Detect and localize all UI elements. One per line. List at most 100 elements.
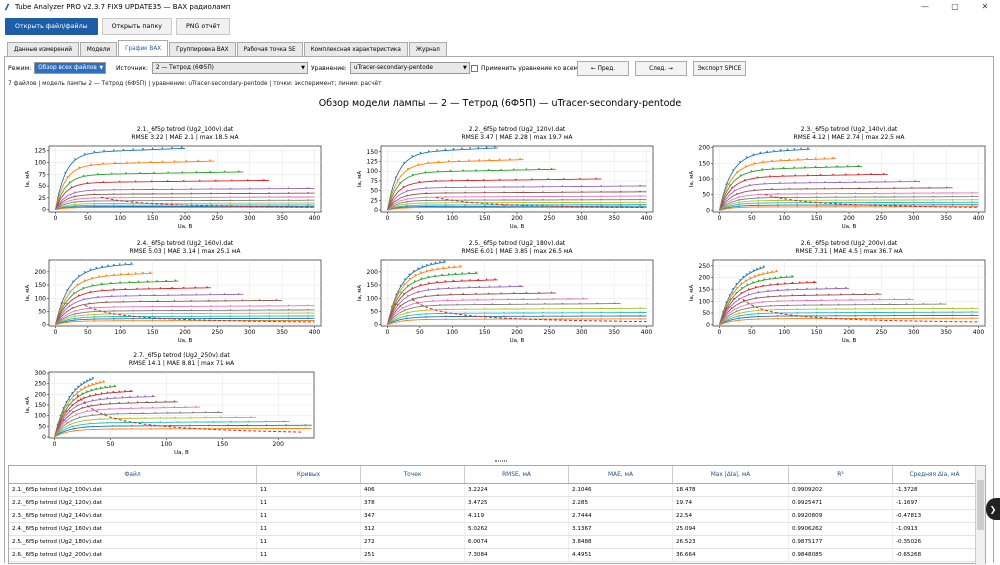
table-cell: 7.3084 [465, 549, 569, 561]
tab-measurement-data[interactable]: Данные измерений [7, 42, 79, 56]
open-files-button[interactable]: Открыть файл/файлы [5, 17, 98, 35]
data-point [151, 192, 154, 195]
table-row[interactable]: 2.3._6f5p tetrod (Ug2_140v).dat 11 347 4.11… [9, 510, 985, 523]
table-header: Файл Кривых Точек RMSE, мА MAE, мА Max |ΔIa|,… [9, 466, 985, 484]
data-point [112, 273, 115, 276]
tab-se-operating-point[interactable]: Рабочая точка SE [236, 42, 303, 56]
apply-all-checkbox[interactable] [471, 64, 478, 72]
data-point [727, 299, 730, 302]
series-line [719, 165, 863, 211]
y-tick-label: 150 [367, 282, 379, 289]
data-point [268, 187, 270, 190]
data-point [101, 265, 103, 268]
data-point [118, 401, 120, 404]
column-header[interactable]: MAE, мА [569, 466, 673, 483]
data-point [806, 281, 808, 283]
table-row[interactable]: 2.2._6f5p tetrod (Ug2_120v).dat 11 378 3.47… [9, 497, 985, 510]
y-tick-label: 125 [35, 148, 47, 155]
splitter-handle[interactable] [495, 460, 507, 462]
table-cell: 4.119 [465, 510, 569, 522]
column-header[interactable]: Средняя ΔIa, мА [893, 466, 977, 483]
column-header[interactable]: Точек [361, 466, 465, 483]
table-row[interactable]: 2.4._6f5p tetrod (Ug2_160v).dat 11 312 5.02… [9, 523, 985, 536]
data-point [86, 410, 89, 412]
y-tick-label: 150 [699, 286, 711, 293]
x-tick-label: 100 [447, 215, 459, 222]
x-tick-label: 200 [843, 215, 855, 222]
export-spice-button[interactable]: Экспорт SPICE [693, 61, 746, 76]
data-point [141, 406, 143, 409]
data-point [132, 202, 134, 205]
table-cell: 0.9909202 [789, 484, 893, 496]
data-point [498, 285, 501, 287]
data-point [854, 201, 857, 204]
column-header[interactable]: Файл [9, 466, 257, 483]
data-point [214, 179, 217, 182]
side-panel-toggle[interactable]: ❯ [986, 498, 1000, 520]
data-point [561, 307, 564, 310]
equation-select[interactable]: uTracer-secondary-pentode ▼ [349, 62, 470, 74]
x-tick-label: 200 [511, 329, 523, 336]
data-point [190, 199, 193, 202]
table-row[interactable]: 2.6._6f5p tetrod (Ug2_200v).dat 11 251 7.30… [9, 549, 985, 562]
series-line [55, 147, 186, 210]
series-line [55, 263, 134, 325]
table-cell: 0.9906262 [789, 523, 893, 535]
tab-log[interactable]: Журнал [408, 42, 447, 56]
column-header[interactable]: RMSE, мА [465, 466, 569, 483]
y-axis-label: Ia, мА [689, 285, 695, 302]
data-point [806, 287, 808, 290]
tab-models[interactable]: Модели [79, 42, 118, 56]
tab-iv-plot[interactable]: График ВАХ [118, 40, 169, 56]
column-header[interactable]: Max |ΔIa|, мА [673, 466, 789, 483]
data-point [93, 206, 96, 209]
next-button[interactable]: След. → [635, 61, 687, 76]
data-point [740, 291, 743, 294]
scrollbar-thumb[interactable] [977, 480, 984, 530]
tab-iv-grouping[interactable]: Группировка ВАХ [169, 42, 236, 56]
data-point [411, 173, 414, 176]
data-point [427, 161, 430, 164]
source-select[interactable]: 2 — Тетрод (6Ф5П) ▼ [151, 62, 308, 74]
data-point [229, 192, 232, 195]
data-point [112, 206, 115, 209]
prev-button[interactable]: ← Пред. [577, 61, 629, 76]
data-point [911, 186, 913, 189]
table-row[interactable]: 2.1._6f5p tetrod (Ug2_100v).dat 11 406 3.22… [9, 484, 985, 497]
data-point [74, 388, 76, 390]
vertical-scrollbar[interactable] [975, 466, 985, 565]
open-folder-button[interactable]: Открыть папку [101, 17, 172, 35]
minimize-icon[interactable]: — [921, 2, 929, 11]
data-point [932, 203, 934, 206]
data-point [83, 396, 85, 399]
column-header[interactable]: R² [789, 466, 893, 483]
tab-complex-characteristic[interactable]: Комплексная характеристика [303, 42, 408, 56]
data-point [444, 195, 447, 198]
close-icon[interactable]: ✕ [981, 2, 989, 11]
data-point [406, 200, 408, 203]
data-point [444, 308, 447, 310]
x-tick-label: 0 [718, 215, 722, 222]
maximize-icon[interactable]: ▢ [951, 2, 959, 11]
data-point [639, 184, 641, 187]
mode-select[interactable]: Обзор всех файлов ▼ [34, 62, 107, 74]
x-tick-label: 150 [147, 329, 159, 336]
data-point [248, 192, 251, 194]
table-row[interactable]: 2.5._6f5p tetrod (Ug2_180v).dat 11 272 6.00… [9, 536, 985, 549]
png-report-button[interactable]: PNG отчёт [176, 17, 231, 35]
data-point [72, 394, 75, 397]
data-point [522, 307, 525, 310]
y-tick-label: 150 [367, 149, 379, 156]
data-point [841, 187, 843, 190]
column-header[interactable]: Кривых [257, 466, 361, 483]
data-point [836, 165, 838, 167]
series-line [719, 298, 914, 326]
data-point [437, 287, 440, 290]
data-point [427, 275, 430, 278]
data-point [307, 304, 309, 307]
data-point [63, 419, 65, 421]
data-point [519, 284, 521, 287]
y-tick-label: 0 [706, 322, 710, 329]
data-point [112, 202, 115, 205]
data-point [491, 303, 494, 305]
